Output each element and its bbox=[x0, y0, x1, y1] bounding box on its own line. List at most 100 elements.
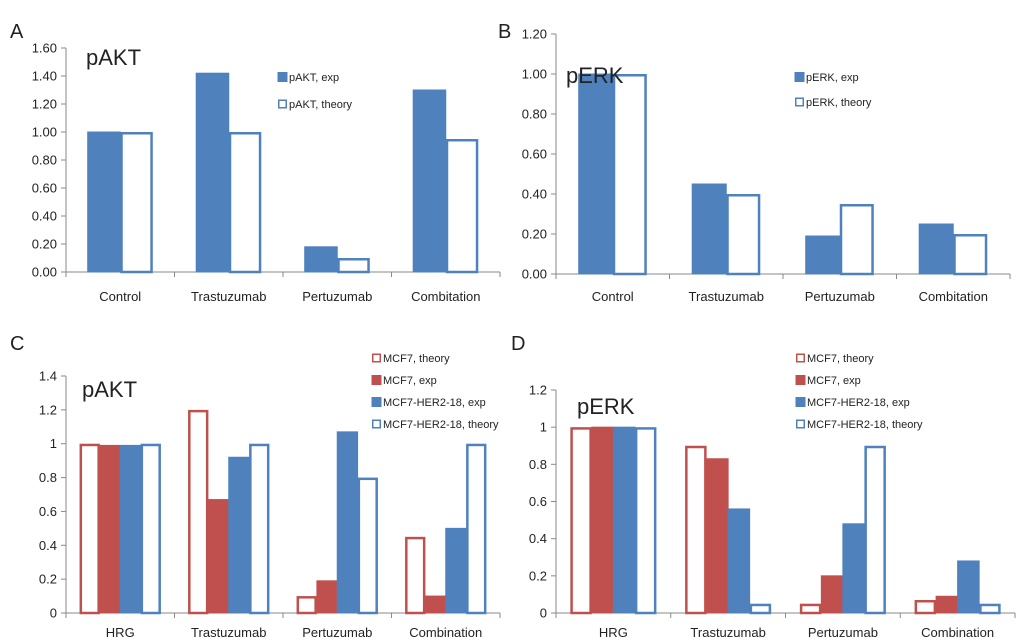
y-tick-label: 0.4 bbox=[529, 531, 547, 546]
y-tick-label: 0.80 bbox=[522, 107, 547, 122]
bar bbox=[591, 426, 614, 614]
legend-label: pERK, exp bbox=[806, 72, 859, 84]
y-tick-label: 1.40 bbox=[32, 69, 57, 84]
legend-swatch bbox=[795, 97, 804, 107]
y-tick-label: 0.80 bbox=[32, 153, 57, 168]
category-label: Combination bbox=[409, 625, 482, 639]
chart-panel-A: A 0.00 0.20 0.40 0.60 0.80 1.00 1.20 1.40 1.60 Con… bbox=[10, 21, 501, 304]
y-tick-label: 1.20 bbox=[522, 27, 547, 42]
bar bbox=[79, 443, 100, 615]
bar bbox=[337, 258, 370, 274]
bar bbox=[228, 456, 250, 614]
legend-swatch bbox=[278, 99, 287, 109]
legend-label: pERK, theory bbox=[806, 97, 872, 109]
y-tick-label: 0.60 bbox=[32, 181, 57, 196]
bar bbox=[839, 204, 874, 276]
legend-label: MCF7, exp bbox=[807, 375, 861, 387]
y-tick-label: 0.40 bbox=[32, 209, 57, 224]
category-label: HRG bbox=[106, 625, 135, 639]
y-tick-label: 0.00 bbox=[522, 267, 547, 282]
legend-label: MCF7-HER2-18, theory bbox=[383, 419, 499, 431]
bar bbox=[726, 194, 761, 276]
legend-label: MCF7, exp bbox=[383, 375, 437, 387]
y-tick-label: 0.2 bbox=[529, 568, 547, 583]
legend-label: pAKT, theory bbox=[289, 99, 352, 111]
y-tick-label: 1.4 bbox=[39, 369, 57, 384]
legend-swatch bbox=[796, 353, 805, 363]
bar bbox=[207, 499, 230, 614]
bar bbox=[119, 444, 142, 614]
bar bbox=[578, 73, 614, 275]
legend-swatch bbox=[795, 397, 806, 407]
bar bbox=[316, 580, 338, 614]
legend-swatch bbox=[796, 419, 805, 429]
y-tick-label: 1 bbox=[50, 436, 57, 451]
chart-panel-D: D 0 0.2 0.4 0.6 0.8 1 1.2 HRG Trastuzumab Pertuzum… bbox=[511, 333, 1016, 639]
bar bbox=[918, 223, 954, 275]
bar bbox=[612, 74, 647, 276]
bar bbox=[249, 443, 270, 615]
category-label: Combitation bbox=[411, 289, 480, 304]
chart-title: pAKT bbox=[82, 377, 137, 402]
y-tick-label: 0.40 bbox=[522, 187, 547, 202]
y-tick-label: 0.20 bbox=[32, 237, 57, 252]
bar bbox=[140, 443, 161, 615]
category-label: Pertuzumab bbox=[302, 625, 372, 639]
bar bbox=[120, 132, 153, 274]
category-label: Trastuzumab bbox=[689, 289, 764, 304]
bar bbox=[685, 445, 707, 615]
category-label: Pertuzumab bbox=[808, 625, 878, 639]
legend-swatch bbox=[371, 397, 382, 407]
panel-label: C bbox=[10, 333, 24, 355]
bar bbox=[820, 575, 844, 614]
y-tick-label: 0.6 bbox=[39, 504, 57, 519]
bar bbox=[99, 444, 121, 614]
bar bbox=[749, 603, 772, 615]
bar bbox=[87, 131, 121, 273]
y-tick-label: 1.2 bbox=[529, 383, 547, 398]
bar bbox=[612, 426, 636, 614]
bar bbox=[864, 445, 886, 615]
legend-swatch bbox=[372, 419, 381, 429]
bar bbox=[412, 89, 447, 273]
bar bbox=[336, 431, 359, 614]
chart-title: pAKT bbox=[86, 45, 141, 70]
bar bbox=[842, 523, 865, 614]
bar bbox=[706, 458, 729, 614]
bar bbox=[424, 595, 447, 614]
legend-swatch bbox=[371, 375, 382, 385]
y-tick-label: 0.6 bbox=[529, 494, 547, 509]
bar bbox=[570, 427, 592, 615]
legend-swatch bbox=[795, 375, 806, 385]
bar bbox=[304, 246, 338, 273]
y-tick-label: 0.8 bbox=[39, 470, 57, 485]
chart-title: pERK bbox=[566, 63, 624, 88]
y-tick-label: 0.00 bbox=[32, 265, 57, 280]
bar bbox=[357, 477, 378, 615]
category-label: Control bbox=[592, 289, 634, 304]
bar bbox=[805, 235, 841, 275]
category-label: Trastuzumab bbox=[191, 289, 266, 304]
y-tick-label: 0.60 bbox=[522, 147, 547, 162]
category-label: Pertuzumab bbox=[805, 289, 875, 304]
chart-panel-C: C 0 0.2 0.4 0.6 0.8 1 1.2 1.4 HRG Trastuzumab Pertu… bbox=[10, 333, 501, 639]
y-tick-label: 1.20 bbox=[32, 97, 57, 112]
bar bbox=[634, 427, 657, 615]
y-tick-label: 1.00 bbox=[522, 67, 547, 82]
bar bbox=[799, 603, 822, 615]
legend-label: MCF7, theory bbox=[807, 353, 874, 365]
bar bbox=[953, 234, 988, 276]
category-label: Pertuzumab bbox=[302, 289, 372, 304]
bar bbox=[914, 599, 937, 615]
y-tick-label: 0.8 bbox=[529, 457, 547, 472]
y-tick-label: 0.2 bbox=[39, 572, 57, 587]
bar bbox=[405, 536, 426, 615]
legend-label: MCF7-HER2-18, exp bbox=[807, 397, 910, 409]
chart-panel-B: B 0.00 0.20 0.40 0.60 0.80 1.00 1.20 Control Tras… bbox=[498, 21, 1011, 304]
bar bbox=[935, 595, 959, 614]
category-label: HRG bbox=[599, 625, 628, 639]
y-tick-label: 1.2 bbox=[39, 402, 57, 417]
category-label: Trastuzumab bbox=[191, 625, 266, 639]
bar bbox=[188, 409, 209, 615]
category-label: Control bbox=[99, 289, 141, 304]
